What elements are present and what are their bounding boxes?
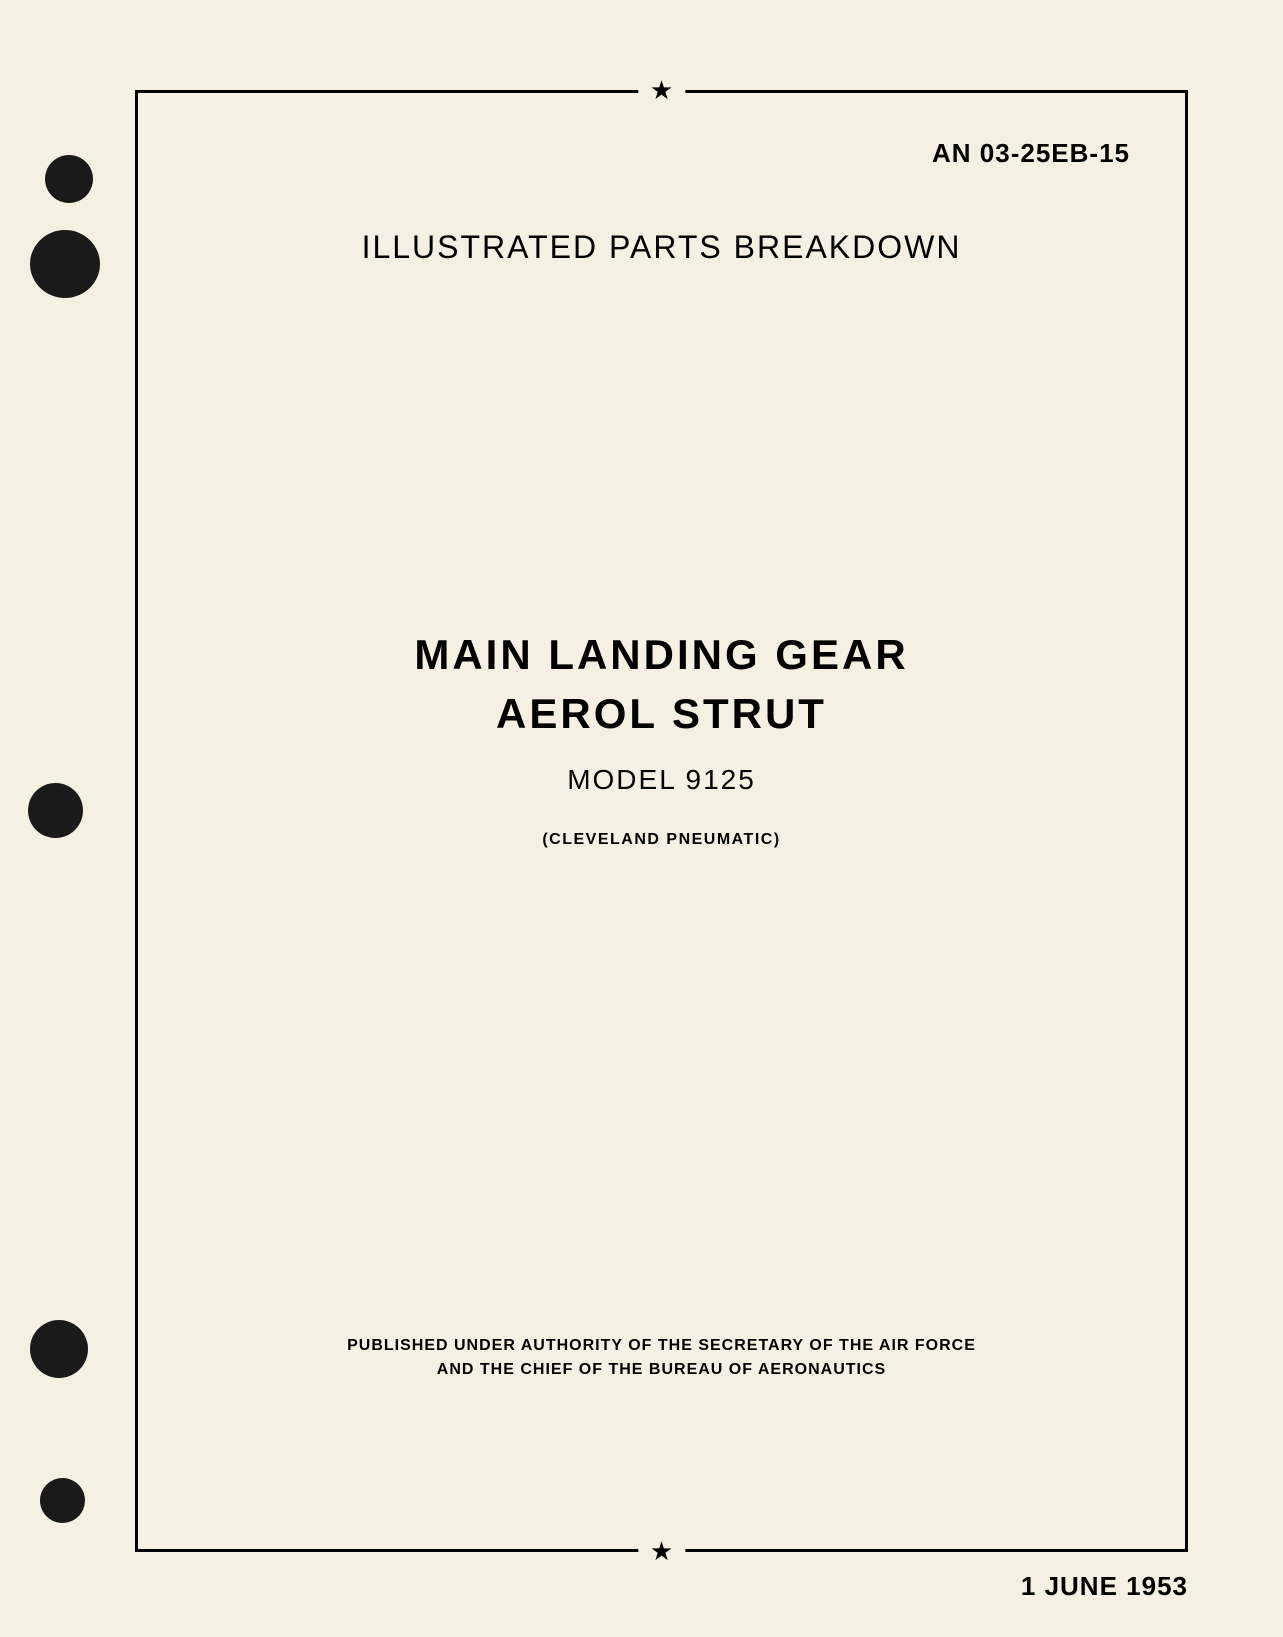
authority-line-2: AND THE CHIEF OF THE BUREAU OF AERONAUTI…: [193, 1358, 1130, 1382]
punch-hole: [45, 155, 93, 203]
punch-hole: [28, 783, 83, 838]
main-title: MAIN LANDING GEAR AEROL STRUT: [193, 626, 1130, 744]
star-icon: ★: [638, 75, 685, 106]
title-line-1: MAIN LANDING GEAR: [193, 626, 1130, 685]
authority-statement: PUBLISHED UNDER AUTHORITY OF THE SECRETA…: [193, 1334, 1130, 1382]
authority-line-1: PUBLISHED UNDER AUTHORITY OF THE SECRETA…: [193, 1334, 1130, 1358]
publication-date: 1 JUNE 1953: [1021, 1571, 1188, 1602]
document-type: ILLUSTRATED PARTS BREAKDOWN: [193, 229, 1130, 266]
title-block: MAIN LANDING GEAR AEROL STRUT MODEL 9125…: [193, 626, 1130, 849]
model-number: MODEL 9125: [193, 764, 1130, 796]
document-number: AN 03-25EB-15: [193, 138, 1130, 169]
punch-hole: [30, 230, 100, 298]
company-name: (CLEVELAND PNEUMATIC): [193, 831, 1130, 849]
star-icon: ★: [638, 1536, 685, 1567]
document-page: ★ ★ AN 03-25EB-15 ILLUSTRATED PARTS BREA…: [0, 0, 1283, 1637]
punch-hole: [30, 1320, 88, 1378]
title-line-2: AEROL STRUT: [193, 685, 1130, 744]
punch-hole: [40, 1478, 85, 1523]
document-frame: ★ ★ AN 03-25EB-15 ILLUSTRATED PARTS BREA…: [135, 90, 1188, 1552]
